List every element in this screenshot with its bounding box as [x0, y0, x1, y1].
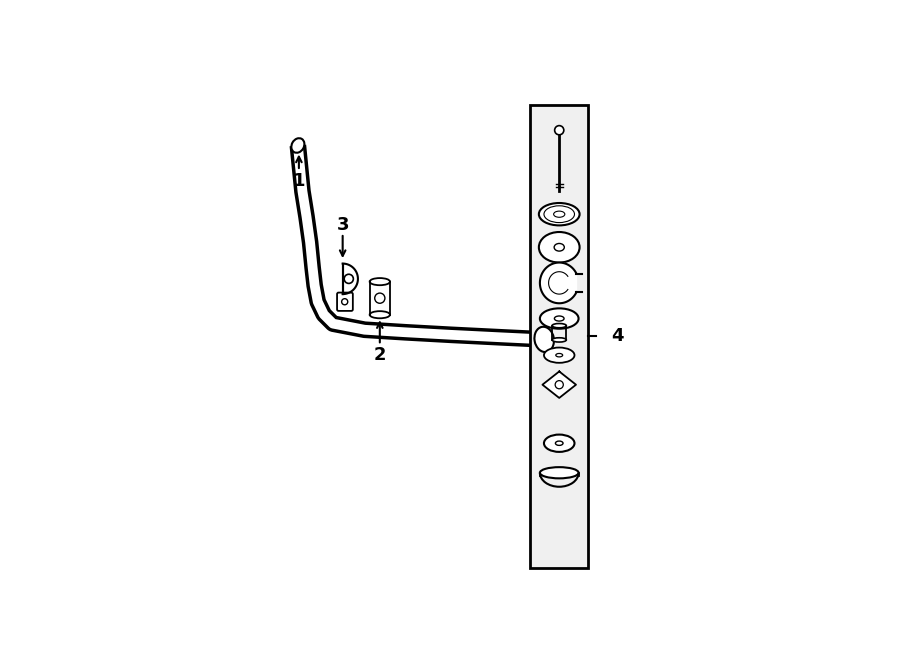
Bar	[530, 104, 589, 568]
FancyBboxPatch shape	[338, 293, 353, 311]
Ellipse shape	[539, 203, 580, 225]
Ellipse shape	[539, 232, 580, 262]
Ellipse shape	[370, 278, 390, 285]
Ellipse shape	[555, 441, 563, 446]
Ellipse shape	[370, 311, 390, 319]
Polygon shape	[540, 262, 577, 303]
Ellipse shape	[544, 206, 574, 223]
Ellipse shape	[540, 308, 579, 329]
Text: 4: 4	[611, 327, 624, 345]
Ellipse shape	[292, 138, 304, 153]
Ellipse shape	[554, 243, 564, 251]
Ellipse shape	[554, 316, 564, 321]
Text: 1: 1	[292, 172, 305, 190]
Text: 3: 3	[337, 216, 349, 235]
Ellipse shape	[556, 354, 562, 357]
Ellipse shape	[552, 338, 566, 342]
Ellipse shape	[554, 211, 565, 217]
Ellipse shape	[544, 434, 574, 452]
Bar	[370, 282, 390, 315]
Text: 2: 2	[374, 346, 386, 364]
Ellipse shape	[552, 323, 566, 328]
Ellipse shape	[540, 467, 579, 479]
Polygon shape	[343, 264, 358, 294]
Ellipse shape	[544, 348, 574, 363]
Circle shape	[554, 126, 563, 135]
Polygon shape	[543, 371, 576, 398]
Ellipse shape	[535, 327, 554, 352]
